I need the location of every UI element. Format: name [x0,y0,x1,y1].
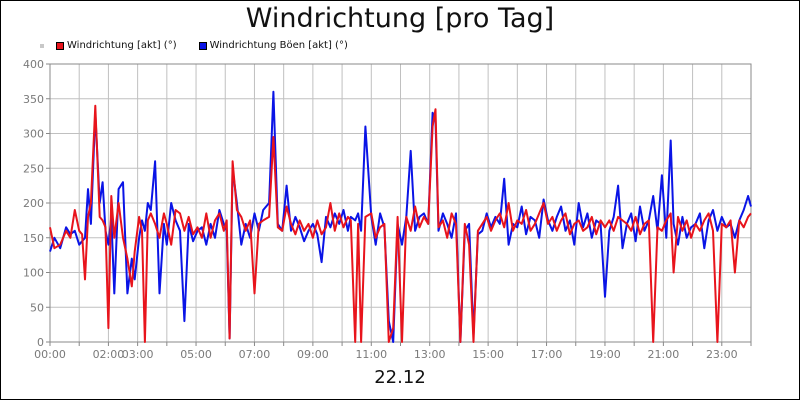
x-tick-label: 05:00 [180,348,212,361]
x-tick-label: 21:00 [648,348,680,361]
y-tick-label: 300 [23,128,44,141]
x-tick-label: 15:00 [472,348,504,361]
series-line-2 [49,90,752,343]
y-tick-label: 100 [23,267,44,280]
legend-item-series-2: Windrichtung Böen [akt] (°) [198,40,348,51]
legend-label-series-2: Windrichtung Böen [akt] (°) [209,40,348,51]
x-tick-label: 02:00 [93,348,125,361]
y-tick-label: 50 [30,301,44,314]
y-tick-label: 0 [37,336,44,349]
x-tick-label: 09:00 [297,348,329,361]
y-tick-label: 350 [23,93,44,106]
y-tick-label: 250 [23,162,44,175]
y-tick-label: 400 [23,58,44,71]
legend-swatch-series-1 [56,41,64,50]
x-tick-label: 17:00 [531,348,563,361]
legend-item-series-1: Windrichtung [akt] (°) [56,40,177,51]
x-tick-label: 19:00 [589,348,621,361]
y-tick-label: 150 [23,232,44,245]
legend-swatch-series-2 [198,41,207,50]
x-tick-label: 23:00 [706,348,738,361]
x-tick-label: 00:00 [34,348,66,361]
x-tick-label: 11:00 [355,348,387,361]
series-line-1 [49,104,752,343]
y-tick-label: 200 [23,197,44,210]
legend-handle-icon [40,43,44,48]
x-axis-caption: 22.12 [374,367,426,388]
legend-label-series-1: Windrichtung [akt] (°) [67,40,177,51]
x-tick-label: 13:00 [414,348,446,361]
x-tick-label: 03:00 [122,348,154,361]
chart-legend: Windrichtung [akt] (°) Windrichtung Böen… [40,40,370,51]
chart-title: Windrichtung [pro Tag] [245,3,555,34]
x-tick-label: 07:00 [239,348,271,361]
